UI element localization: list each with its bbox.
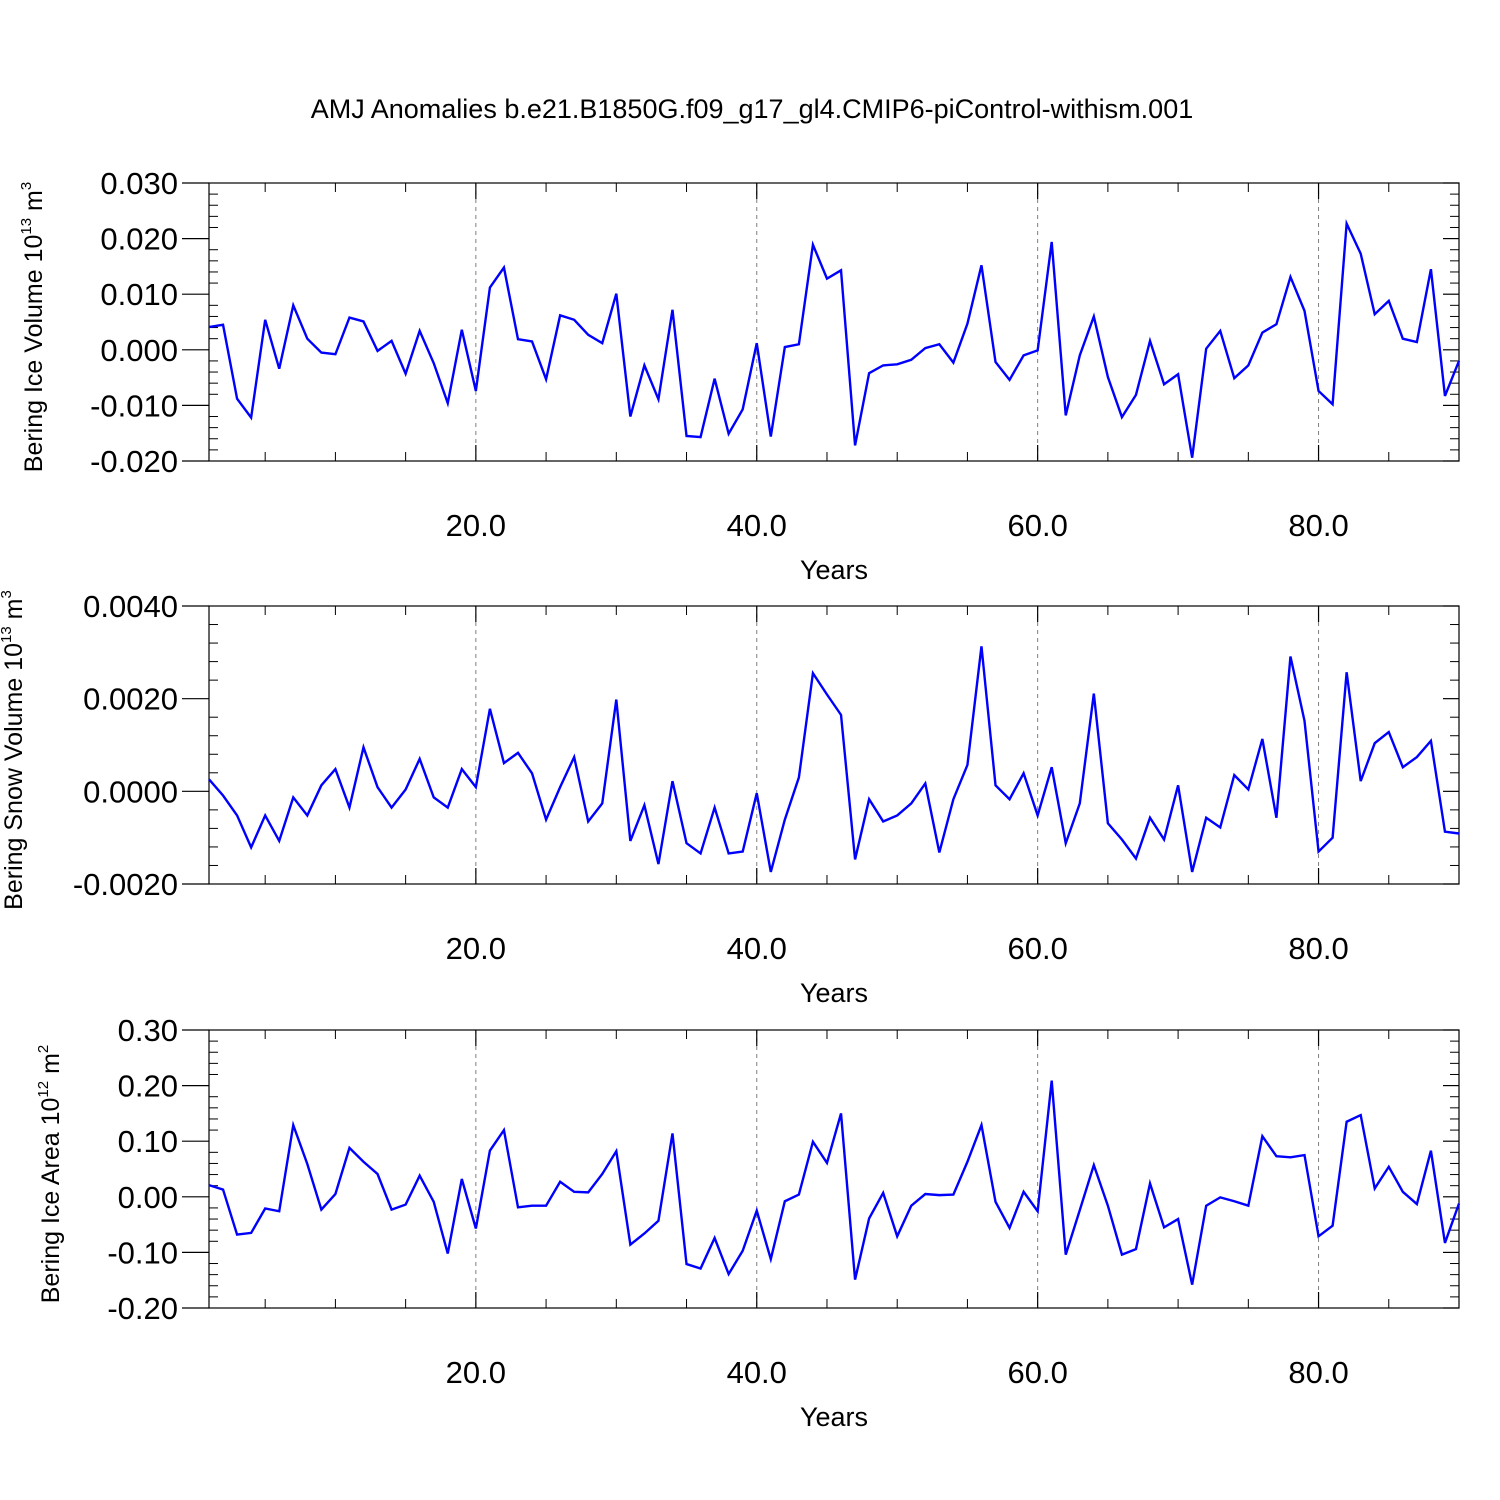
- x-axis-label: Years: [800, 978, 868, 1008]
- y-tick-label: 0.000: [100, 333, 178, 368]
- y-tick-label: 0.10: [118, 1124, 178, 1159]
- y-tick-label: 0.030: [100, 166, 178, 201]
- y-axis-label: Bering Ice Area 1012 m2: [35, 1045, 65, 1304]
- series-line: [208, 218, 1461, 458]
- y-tick-label: -0.20: [107, 1291, 178, 1326]
- x-tick-label: 80.0: [1288, 508, 1348, 543]
- x-tick-label: 40.0: [727, 508, 787, 543]
- y-tick-label: 0.00: [118, 1180, 178, 1215]
- y-tick-label: -0.10: [107, 1235, 178, 1270]
- y-tick-label: 0.20: [118, 1069, 178, 1104]
- y-tick-label: -0.010: [90, 388, 178, 423]
- y-tick-label: 0.0040: [83, 589, 178, 624]
- y-tick-label: 0.020: [100, 222, 178, 257]
- series-line: [208, 1080, 1461, 1285]
- panel-3: -0.20 -0.10 0.00 0.10 0.20 0.30 20.0 40.0 60.0 80…: [35, 1013, 1461, 1432]
- x-tick-label: 20.0: [446, 931, 506, 966]
- y-axis-label: Bering Ice Volume 1013 m3: [18, 182, 48, 472]
- x-tick-label: 40.0: [727, 931, 787, 966]
- x-tick-label: 20.0: [446, 1355, 506, 1390]
- x-tick-label: 40.0: [727, 1355, 787, 1390]
- y-tick-label: -0.0020: [73, 867, 178, 902]
- x-tick-label: 80.0: [1288, 931, 1348, 966]
- x-tick-label: 60.0: [1007, 1355, 1067, 1390]
- x-axis-label: Years: [800, 555, 868, 585]
- plot-frame: [208, 182, 1460, 462]
- y-tick-label: 0.30: [118, 1013, 178, 1048]
- x-tick-label: 20.0: [446, 508, 506, 543]
- y-tick-label: -0.020: [90, 444, 178, 479]
- x-axis-label: Years: [800, 1402, 868, 1432]
- x-tick-label: 60.0: [1007, 508, 1067, 543]
- y-tick-label: 0.0000: [83, 774, 178, 809]
- plot-frame: [208, 605, 1460, 885]
- x-tick-label: 60.0: [1007, 931, 1067, 966]
- series-line: [208, 646, 1460, 873]
- y-tick-label: 0.010: [100, 277, 178, 312]
- y-axis-label: Bering Snow Volume 1013 m3: [0, 590, 28, 910]
- plot-frame: [208, 1029, 1460, 1309]
- panel-1: -0.020 -0.010 0.000 0.010 0.020 0.030 20.0 40.0…: [18, 166, 1461, 585]
- x-tick-label: 80.0: [1288, 1355, 1348, 1390]
- y-tick-label: 0.0020: [83, 682, 178, 717]
- chart-title: AMJ Anomalies b.e21.B1850G.f09_g17_gl4.C…: [311, 94, 1193, 124]
- panel-2: -0.0020 0.0000 0.0020 0.0040 20.0 40.0 60.0 80.…: [0, 589, 1460, 1008]
